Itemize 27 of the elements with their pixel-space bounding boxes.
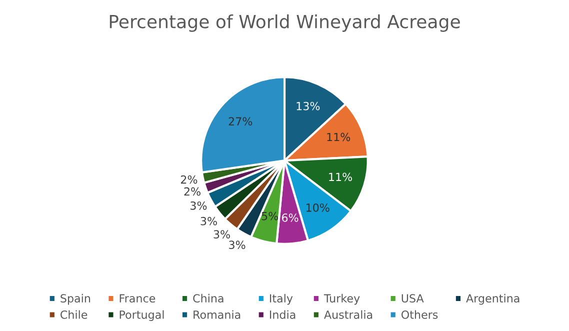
- chart-title: Percentage of World Wineyard Acreage: [110, 14, 460, 32]
- data-label: 2%: [180, 175, 198, 184]
- data-label: 27%: [228, 117, 252, 126]
- data-label: 3%: [229, 240, 246, 250]
- legend-label: Spain: [60, 294, 90, 305]
- data-label: 11%: [327, 132, 350, 142]
- data-label: 11%: [329, 172, 352, 182]
- data-label: 5%: [262, 212, 278, 220]
- legend-label: Chile: [60, 310, 88, 319]
- data-label: 2%: [184, 187, 200, 196]
- data-label: 3%: [200, 216, 217, 226]
- legend-label: Italy: [270, 294, 293, 305]
- legend-label: Turkey: [324, 294, 360, 305]
- legend-label: France: [120, 294, 156, 303]
- legend-label: Portugal: [120, 310, 164, 321]
- data-label: 13%: [296, 102, 320, 110]
- data-label: 3%: [190, 201, 207, 210]
- legend-label: Others: [401, 310, 438, 319]
- data-label: 10%: [306, 203, 330, 212]
- legend-label: USA: [402, 294, 424, 303]
- data-label: 6%: [282, 213, 298, 222]
- legend-label: Romania: [194, 310, 240, 319]
- legend-label: China: [193, 294, 224, 303]
- legend-label: Argentina: [466, 294, 520, 305]
- data-label: 3%: [214, 230, 230, 239]
- legend-label: India: [270, 310, 296, 319]
- legend-label: Australia: [324, 310, 372, 319]
